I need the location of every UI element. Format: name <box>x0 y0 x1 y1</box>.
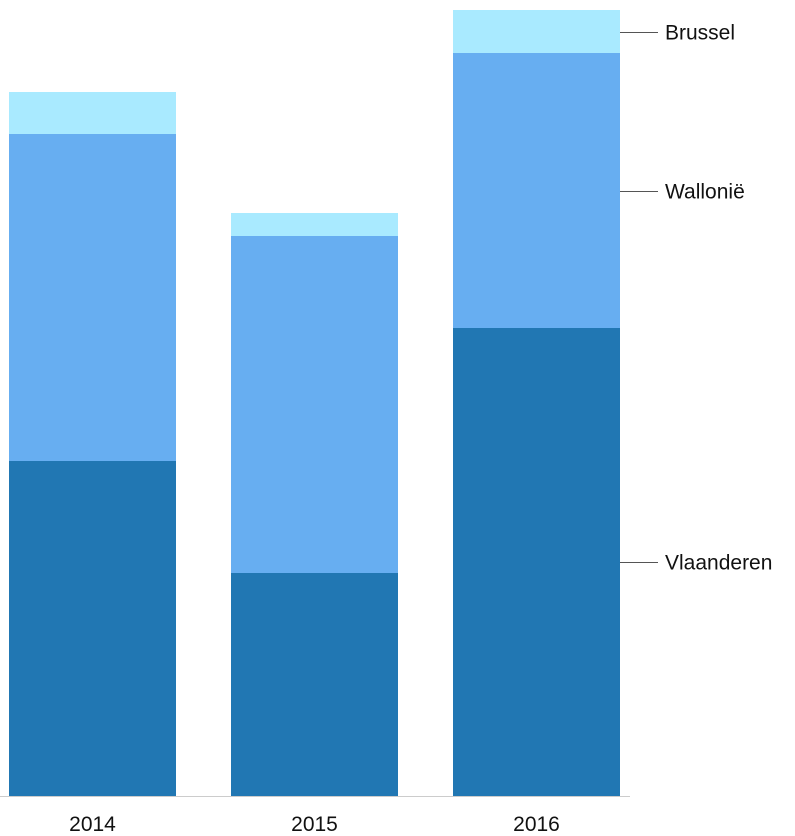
bar-brussel-2015 <box>231 213 398 236</box>
bar-brussel-2016 <box>453 10 620 53</box>
bar-vlaanderen-2016 <box>453 328 620 796</box>
x-tick-label: 2015 <box>291 813 338 836</box>
bars-group <box>0 10 630 797</box>
legend: Vlaanderen Wallonië Brussel <box>620 22 772 575</box>
bar-wallonie-2016 <box>453 53 620 328</box>
bar-brussel-2014 <box>9 92 176 134</box>
legend-label-wallonie: Wallonië <box>665 181 745 204</box>
bar-vlaanderen-2015 <box>231 573 398 796</box>
x-tick-label: 2014 <box>69 813 116 836</box>
legend-label-brussel: Brussel <box>665 22 735 45</box>
legend-label-vlaanderen: Vlaanderen <box>665 552 772 575</box>
x-axis-tick-labels: 2014 2015 2016 <box>69 813 560 836</box>
x-tick-label: 2016 <box>513 813 560 836</box>
bar-wallonie-2014 <box>9 134 176 461</box>
bar-wallonie-2015 <box>231 236 398 573</box>
bar-vlaanderen-2014 <box>9 461 176 796</box>
